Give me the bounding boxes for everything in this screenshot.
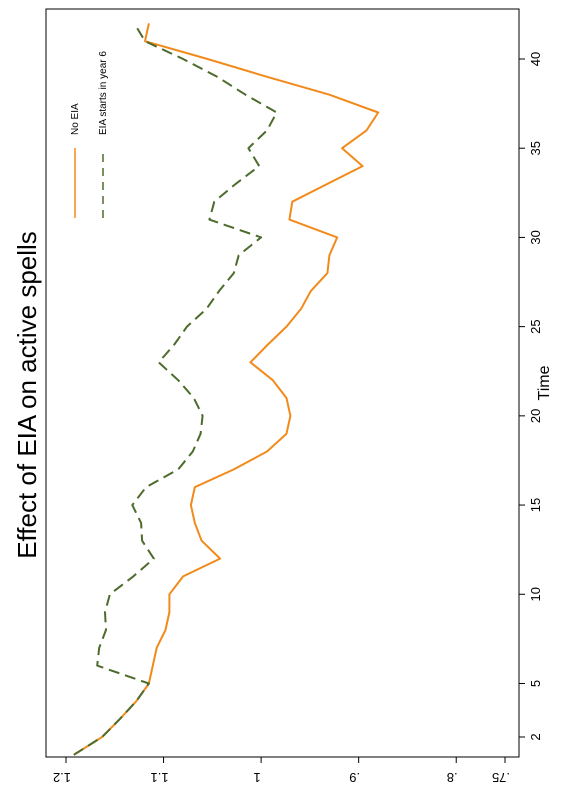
x-tick-label: 35 bbox=[528, 141, 543, 155]
x-tick-label: 2 bbox=[528, 733, 543, 740]
legend-label-2: EIA starts in year 6 bbox=[98, 51, 109, 135]
series-line-1 bbox=[73, 23, 380, 756]
x-tick-label: 25 bbox=[528, 319, 543, 333]
x-tick-label: 40 bbox=[528, 52, 543, 66]
chart-title: Effect of EIA on active spells bbox=[12, 231, 42, 559]
x-tick-label: 20 bbox=[528, 409, 543, 423]
x-tick-label: 30 bbox=[528, 230, 543, 244]
legend-label-1: No EIA bbox=[70, 103, 81, 135]
y-tick-label: 1.2 bbox=[53, 770, 71, 785]
y-tick-label: 1 bbox=[253, 770, 260, 785]
y-tick-label: .75 bbox=[492, 770, 510, 785]
series-line-2 bbox=[73, 22, 278, 756]
plot-frame bbox=[45, 8, 520, 758]
y-tick-label: 1.1 bbox=[151, 770, 169, 785]
plot-layer bbox=[73, 22, 380, 756]
y-tick-label: .9 bbox=[349, 770, 360, 785]
legend: No EIA EIA starts in year 6 bbox=[70, 51, 109, 218]
x-tick-label: 10 bbox=[528, 587, 543, 601]
x-tick-label: 5 bbox=[528, 680, 543, 687]
x-tick-label: 15 bbox=[528, 498, 543, 512]
y-tick-label: .8 bbox=[447, 770, 458, 785]
x-axis-label: Time bbox=[536, 365, 553, 400]
